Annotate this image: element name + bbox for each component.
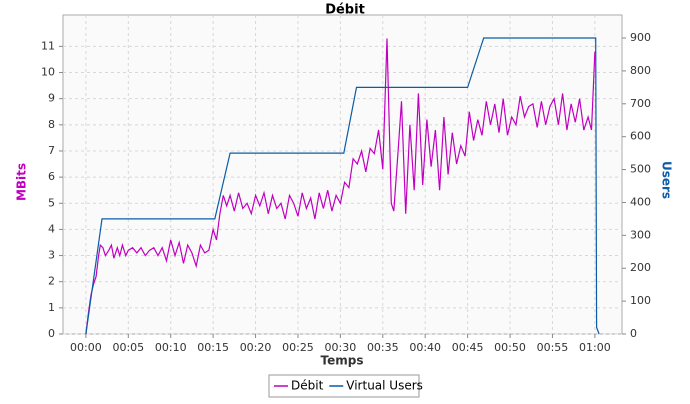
x-tick-label: 00:40 — [409, 341, 441, 354]
y-tick-label: 7 — [48, 144, 55, 157]
plot-area — [62, 14, 623, 335]
x-tick-label: 00:15 — [197, 341, 229, 354]
x-tick-label: 01:00 — [579, 341, 611, 354]
y2-tick-label: 900 — [630, 31, 651, 44]
series-line — [85, 37, 600, 335]
chart-title: Débit — [325, 3, 365, 18]
x-tick-label: 00:30 — [325, 341, 357, 354]
x-axis-title: Temps — [321, 354, 364, 368]
y2-tick-label: 300 — [630, 228, 651, 241]
x-tick-label: 00:00 — [70, 341, 102, 354]
y2-tick-label: 500 — [630, 163, 651, 176]
x-tick-label: 00:20 — [240, 341, 272, 354]
y-tick-label: 6 — [48, 170, 55, 183]
x-tick-label: 00:50 — [494, 341, 526, 354]
y-tick-label: 11 — [41, 39, 55, 52]
y2-tick-label: 200 — [630, 261, 651, 274]
x-tick-label: 00:45 — [452, 341, 484, 354]
x-tick-label: 00:35 — [367, 341, 399, 354]
y-tick-label: 4 — [48, 222, 55, 235]
y-tick-label: 0 — [48, 327, 55, 340]
legend-label: Virtual Users — [346, 379, 423, 393]
y2-tick-label: 0 — [630, 327, 637, 340]
y-tick-label: 9 — [48, 92, 55, 105]
x-tick-label: 00:05 — [112, 341, 144, 354]
y-tick-label: 3 — [48, 249, 55, 262]
x-tick-label: 00:55 — [537, 341, 569, 354]
legend-label: Débit — [291, 379, 324, 393]
y-tick-label: 5 — [48, 196, 55, 209]
y2-tick-label: 600 — [630, 130, 651, 143]
series-line — [85, 38, 596, 335]
y2-tick-label: 100 — [630, 294, 651, 307]
y2-tick-label: 700 — [630, 97, 651, 110]
y-tick-label: 1 — [48, 301, 55, 314]
y2-tick-label: 800 — [630, 64, 651, 77]
y2-axis-title: Users — [660, 161, 674, 199]
y-tick-label: 2 — [48, 275, 55, 288]
x-tick-label: 00:10 — [155, 341, 187, 354]
y-axis-title: MBits — [15, 163, 29, 201]
y2-tick-label: 400 — [630, 195, 651, 208]
y-tick-label: 8 — [48, 118, 55, 131]
x-tick-label: 00:25 — [282, 341, 314, 354]
legend-box — [268, 374, 420, 398]
y-tick-label: 10 — [41, 66, 55, 79]
